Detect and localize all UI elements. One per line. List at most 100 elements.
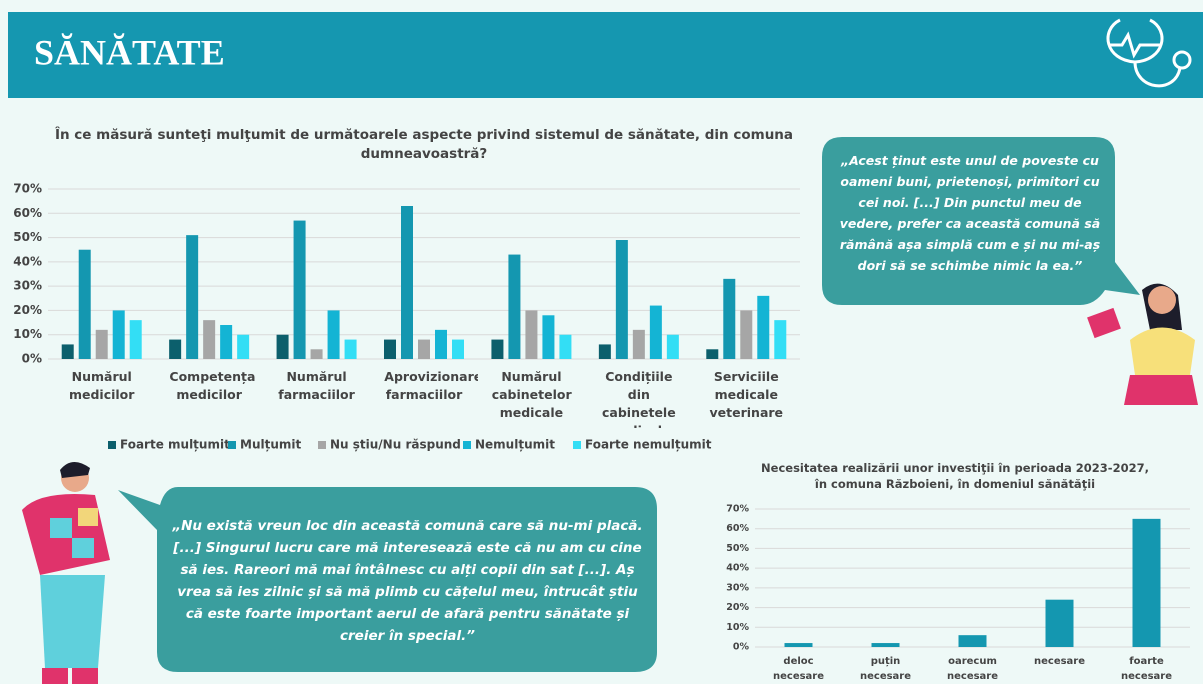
bar	[871, 643, 900, 647]
y-tick-label: 20%	[726, 602, 749, 613]
x-tick-label-box: Numărul cabinetelor medicale	[491, 369, 572, 421]
bar	[344, 339, 357, 359]
legend-swatch	[318, 441, 326, 449]
bar	[1045, 599, 1074, 647]
speech-bubble	[822, 137, 1140, 305]
bar	[112, 310, 125, 359]
legend-label: Foarte nemulțumit	[585, 438, 712, 452]
x-tick-label: Serviciile medicale veterinare	[709, 369, 784, 421]
legend-swatch	[108, 441, 116, 449]
x-tick-label: necesare	[1033, 656, 1086, 667]
x-tick-label-box: puțin necesare	[859, 656, 912, 682]
x-tick-label: Condițiile din cabinetele medicale	[602, 369, 676, 428]
bar	[757, 295, 770, 359]
y-tick-label: 10%	[726, 622, 749, 633]
bar	[401, 206, 413, 359]
y-tick-label: 40%	[13, 254, 42, 268]
bar	[525, 310, 538, 359]
bar	[276, 334, 289, 359]
legend-swatch	[228, 441, 236, 449]
legend-swatch	[573, 441, 581, 449]
bar	[384, 339, 396, 359]
bar	[649, 305, 662, 359]
legend-swatch	[463, 441, 471, 449]
bar	[237, 334, 250, 359]
x-tick-label-box: Numărul medicilor	[68, 369, 135, 403]
bar	[615, 240, 628, 359]
bar	[310, 349, 323, 359]
x-tick-label: puțin necesare	[859, 656, 912, 682]
x-tick-label: Aprovizionarea farmaciilor	[384, 369, 477, 403]
header-band	[8, 12, 1203, 98]
bar	[61, 344, 74, 359]
x-tick-label-box: Condițiile din cabinetele medicale	[602, 369, 676, 428]
page-title: SĂNĂTATE	[34, 32, 225, 72]
y-tick-label: 20%	[13, 303, 42, 317]
y-tick-label: 60%	[13, 206, 42, 220]
bar	[169, 339, 182, 359]
quote: „Nu există vreun loc din această comună …	[172, 518, 643, 644]
bar	[78, 249, 91, 359]
chart-title: Necesitatea realizării unor investiţii î…	[761, 461, 1149, 492]
x-tick-label: Numărul cabinetelor medicale	[491, 369, 572, 421]
x-tick-label-box: necesare	[1033, 656, 1086, 667]
x-tick-label-box: oarecum necesare	[946, 656, 999, 682]
x-tick-label-box: Serviciile medicale veterinare	[709, 369, 784, 421]
bar	[559, 334, 572, 359]
y-tick-label: 60%	[726, 523, 749, 534]
x-tick-label-box: deloc necesare	[772, 656, 825, 682]
y-tick-label: 70%	[726, 504, 749, 515]
bar	[958, 635, 987, 647]
y-tick-label: 0%	[22, 352, 42, 366]
y-tick-label: 70%	[13, 182, 42, 196]
bar	[723, 278, 736, 359]
y-tick-label: 10%	[13, 327, 42, 341]
x-tick-label: Competența medicilor	[169, 369, 256, 403]
bar	[508, 254, 521, 359]
bar	[129, 320, 142, 359]
bar	[598, 344, 611, 359]
woman-illustration	[1087, 283, 1198, 405]
chart-title: În ce măsură sunteţi mulţumit de următoa…	[54, 127, 794, 162]
bar	[418, 339, 430, 359]
x-tick-label-box: Competența medicilor	[169, 369, 256, 403]
bar	[95, 329, 108, 359]
man-illustration	[22, 461, 110, 684]
bar	[542, 315, 555, 359]
x-tick-label: Numărul medicilor	[68, 369, 135, 403]
bar	[632, 329, 645, 359]
legend-label: Nemulțumit	[475, 438, 555, 452]
bar	[784, 643, 813, 647]
chart-title-box: Necesitatea realizării unor investiţii î…	[761, 461, 1149, 492]
bar	[774, 320, 787, 359]
quote-box: „Acest ținut este unul de poveste cu oam…	[839, 153, 1101, 273]
legend-label: Foarte mulțumit	[120, 438, 230, 452]
y-tick-label: 50%	[13, 230, 42, 244]
bar	[740, 310, 753, 359]
y-tick-label: 50%	[726, 543, 749, 554]
x-tick-label: deloc necesare	[772, 656, 825, 682]
bar	[706, 349, 719, 359]
bar	[452, 339, 464, 359]
y-tick-label: 30%	[726, 582, 749, 593]
speech-bubble	[118, 487, 657, 672]
bar	[435, 329, 447, 359]
legend-label: Mulțumit	[240, 438, 301, 452]
y-tick-label: 0%	[733, 642, 750, 653]
y-tick-label: 40%	[726, 563, 749, 574]
quote-box: „Nu există vreun loc din această comună …	[172, 518, 643, 644]
bar	[293, 220, 306, 359]
stethoscope-icon	[1106, 18, 1192, 88]
x-tick-label-box: Aprovizionarea farmaciilor	[384, 369, 477, 403]
x-tick-label: foarte necesare	[1120, 656, 1173, 682]
x-tick-label-box: foarte necesare	[1120, 656, 1173, 682]
bar	[186, 235, 199, 359]
bar	[220, 325, 233, 359]
x-tick-label: oarecum necesare	[946, 656, 999, 682]
x-tick-label: Numărul farmaciilor	[278, 369, 355, 403]
quote: „Acest ținut este unul de poveste cu oam…	[839, 153, 1101, 273]
bar	[666, 334, 679, 359]
bar	[491, 339, 504, 359]
chart-title-box: În ce măsură sunteţi mulţumit de următoa…	[54, 127, 794, 162]
